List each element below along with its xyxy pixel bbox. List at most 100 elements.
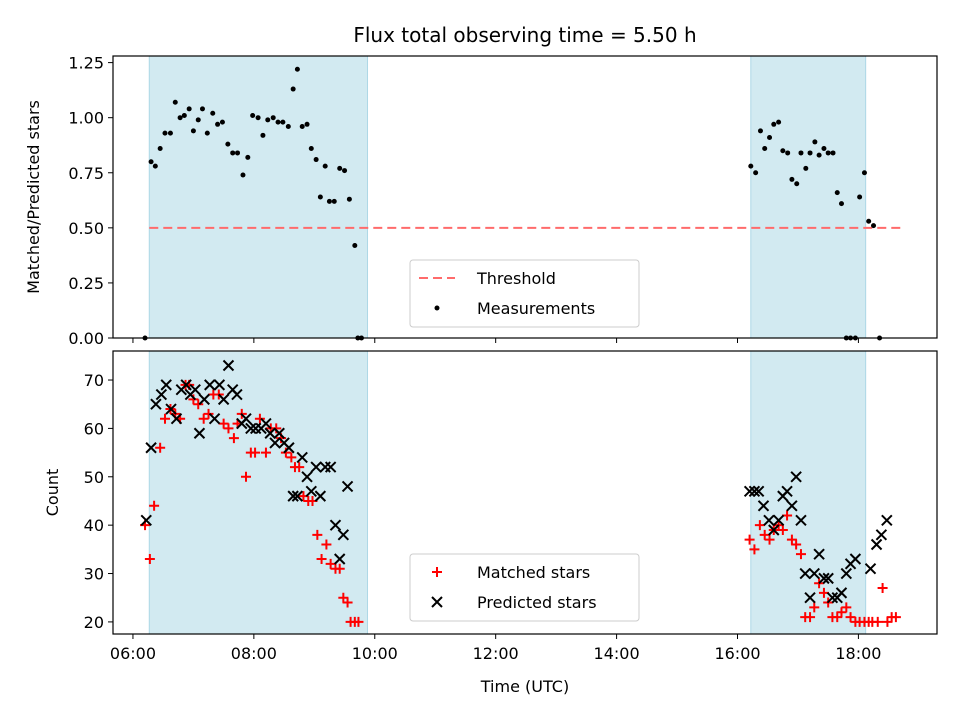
measurement-point bbox=[748, 163, 754, 169]
measurement-point bbox=[317, 194, 323, 200]
legend-box bbox=[409, 259, 640, 328]
y-tick-label: 20 bbox=[84, 613, 104, 632]
measurement-point bbox=[199, 106, 205, 112]
predicted-star-marker bbox=[808, 567, 820, 580]
y-tick-label: 0.00 bbox=[68, 329, 104, 348]
measurement-point bbox=[753, 170, 759, 176]
predicted-star-marker bbox=[222, 359, 235, 372]
matched-star-marker bbox=[877, 583, 888, 594]
predicted-star-marker bbox=[287, 490, 299, 502]
measurement-point bbox=[794, 181, 800, 187]
matched-star-marker bbox=[144, 554, 155, 565]
axes-frame bbox=[112, 55, 938, 339]
observing-window-band bbox=[750, 350, 867, 635]
matched-star-marker bbox=[280, 447, 291, 458]
matched-star-marker bbox=[334, 563, 345, 574]
y-tick-label: 0.25 bbox=[68, 274, 104, 293]
measurement-point bbox=[866, 218, 872, 224]
matched-star-marker bbox=[218, 418, 229, 429]
matched-star-marker bbox=[805, 612, 816, 623]
predicted-star-marker bbox=[864, 562, 877, 575]
predicted-star-marker bbox=[208, 413, 221, 425]
top-panel: 0.00 0.25 0.50 0.75 1.00 1.25 Matched/Predicte… bbox=[24, 54, 938, 348]
predicted-star-marker bbox=[763, 514, 775, 527]
matched-star-marker bbox=[316, 554, 327, 565]
measurement-point bbox=[167, 130, 173, 136]
matched-star-marker bbox=[754, 520, 765, 531]
measurement-point bbox=[803, 165, 809, 171]
predicted-star-marker bbox=[799, 567, 811, 580]
observing-window-band bbox=[148, 55, 369, 339]
matched-star-marker bbox=[312, 529, 323, 540]
measurement-point bbox=[172, 99, 178, 105]
measurement-point bbox=[780, 148, 786, 154]
matched-star-marker bbox=[777, 524, 788, 535]
measurement-point bbox=[235, 150, 241, 156]
measurement-point bbox=[245, 154, 251, 160]
legend-predicted-swatch bbox=[431, 596, 443, 608]
measurement-point bbox=[177, 115, 183, 121]
matched-star-marker bbox=[254, 413, 265, 424]
predicted-star-marker bbox=[291, 490, 304, 502]
matched-star-marker bbox=[749, 544, 760, 555]
x-tick-label: 14:00 bbox=[594, 644, 640, 663]
measurement-point bbox=[789, 176, 795, 182]
measurement-point bbox=[225, 141, 231, 147]
predicted-star-marker bbox=[804, 592, 816, 604]
predicted-star-marker bbox=[245, 422, 257, 435]
measurement-point bbox=[299, 124, 305, 129]
matched-star-marker bbox=[149, 500, 160, 511]
y-axis-label: Count bbox=[43, 469, 62, 517]
measurement-point bbox=[219, 119, 225, 125]
matched-star-marker bbox=[353, 616, 364, 627]
measurement-point bbox=[186, 106, 192, 112]
measurement-point bbox=[767, 135, 773, 141]
measurement-point bbox=[255, 115, 261, 121]
predicted-star-marker bbox=[813, 548, 825, 560]
matched-star-marker bbox=[188, 394, 199, 405]
measurement-point bbox=[190, 128, 196, 134]
matched-star-marker bbox=[342, 597, 353, 608]
matched-star-marker bbox=[872, 616, 883, 627]
legend-label: Predicted stars bbox=[477, 593, 597, 612]
y-tick-label: 1.00 bbox=[68, 109, 104, 128]
predicted-star-marker bbox=[165, 403, 177, 415]
predicted-star-marker bbox=[145, 442, 157, 454]
y-tick-label: 30 bbox=[84, 565, 104, 584]
y-tick-label: 0.50 bbox=[68, 219, 104, 238]
predicted-star-marker bbox=[795, 514, 807, 527]
measurement-point bbox=[270, 115, 276, 121]
x-tick-label: 08:00 bbox=[231, 644, 277, 663]
predicted-star-marker bbox=[870, 538, 883, 551]
measurement-point bbox=[152, 163, 158, 169]
measurement-point bbox=[322, 163, 328, 169]
x-tick-label: 18:00 bbox=[835, 644, 881, 663]
measurement-point bbox=[265, 117, 271, 123]
predicted-star-marker bbox=[273, 427, 285, 439]
predicted-star-marker bbox=[822, 572, 834, 585]
measurement-point bbox=[838, 201, 844, 207]
measurement-point bbox=[157, 146, 163, 152]
matched-star-marker bbox=[228, 433, 239, 444]
predicted-star-marker bbox=[781, 485, 793, 497]
predicted-star-marker bbox=[269, 437, 281, 449]
predicted-star-marker bbox=[305, 485, 317, 497]
measurement-point bbox=[337, 165, 343, 171]
predicted-star-marker bbox=[786, 500, 798, 512]
predicted-star-marker bbox=[240, 413, 252, 425]
measurement-point bbox=[757, 128, 763, 134]
measurement-point bbox=[771, 121, 777, 127]
predicted-star-marker bbox=[193, 427, 206, 439]
matched-star-marker bbox=[890, 612, 901, 623]
bottom-panel: 20 30 40 50 60 70 06:00 08:00 10:00 12:00 14:00 16:… bbox=[43, 350, 938, 696]
measurement-point bbox=[825, 150, 831, 156]
y-tick-label: 70 bbox=[84, 371, 104, 390]
measurement-point bbox=[812, 139, 818, 145]
measurement-point bbox=[326, 198, 332, 204]
measurement-point bbox=[352, 242, 358, 248]
matched-star-marker bbox=[325, 558, 336, 569]
predicted-star-marker bbox=[790, 471, 802, 483]
legend-box bbox=[409, 553, 640, 622]
predicted-star-marker bbox=[341, 480, 354, 493]
measurement-point bbox=[821, 146, 827, 152]
